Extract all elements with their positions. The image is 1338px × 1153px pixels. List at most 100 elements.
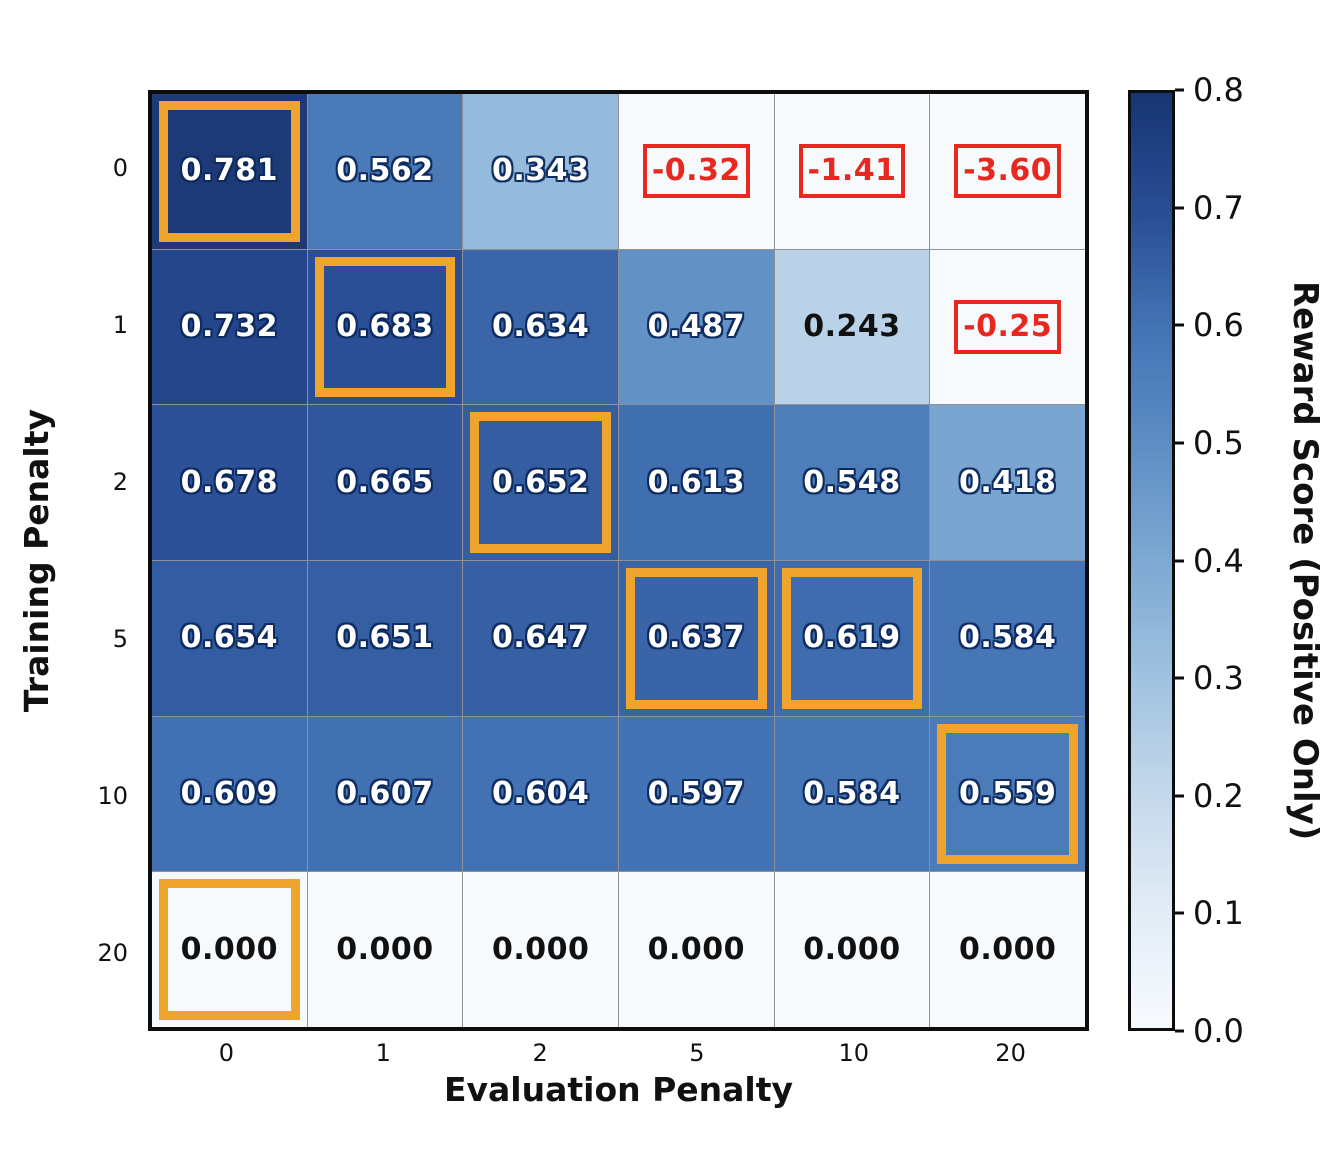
x-tick-label-5: 5 bbox=[689, 1039, 705, 1067]
colorbar-tickmark bbox=[1175, 911, 1184, 915]
y-axis-ticks: 0 1 2 5 10 20 bbox=[0, 90, 142, 1031]
heatmap-cell-r2c0: 0.678 bbox=[152, 405, 307, 560]
heatmap-cell-r5c5: 0.000 bbox=[930, 872, 1085, 1027]
cell-value: 0.619 bbox=[803, 620, 901, 656]
cell-value: 0.652 bbox=[491, 464, 590, 500]
colorbar-tick-label-0.4: 0.4 bbox=[1193, 541, 1244, 580]
cell-value: 0.487 bbox=[647, 308, 746, 344]
cell-value: 0.609 bbox=[180, 775, 279, 811]
y-tick-label-1: 1 bbox=[112, 311, 128, 340]
heatmap-cell-r3c0: 0.654 bbox=[152, 561, 307, 716]
heatmap-cell-r1c0: 0.732 bbox=[152, 249, 307, 405]
heatmap-cell-r0c1: 0.562 bbox=[307, 94, 463, 249]
y-tick-label-5: 5 bbox=[112, 624, 128, 653]
heatmap-cell-r5c4: 0.000 bbox=[774, 872, 930, 1027]
cell-value: 0.584 bbox=[958, 620, 1057, 656]
heatmap-cell-r1c4: 0.243 bbox=[774, 249, 930, 405]
colorbar-tickmark bbox=[1175, 676, 1184, 680]
colorbar-label-text: Reward Score (Positive Only) bbox=[1285, 280, 1325, 841]
colorbar-tick-label-0.2: 0.2 bbox=[1193, 776, 1244, 815]
cell-value: 0.683 bbox=[336, 308, 434, 344]
cell-value: 0.732 bbox=[180, 308, 279, 344]
cell-value: 0.000 bbox=[180, 931, 279, 967]
cell-value: 0.597 bbox=[647, 775, 746, 811]
colorbar-tickmark bbox=[1175, 88, 1184, 92]
heatmap-cell-r0c5: -3.60 bbox=[930, 94, 1085, 249]
cell-value: -0.32 bbox=[651, 153, 741, 189]
heatmap-cell-r4c2: 0.604 bbox=[463, 716, 618, 872]
heatmap-cell-r1c5: -0.25 bbox=[930, 249, 1085, 405]
colorbar-tickmark bbox=[1175, 323, 1184, 327]
y-tick-label-2: 2 bbox=[112, 468, 128, 497]
heatmap-cell-r4c4: 0.584 bbox=[774, 716, 930, 872]
colorbar-tickmark bbox=[1175, 559, 1184, 562]
colorbar-tickmark bbox=[1175, 441, 1184, 445]
x-tick-label-20: 20 bbox=[995, 1039, 1026, 1067]
colorbar-tick-label-0.0: 0.0 bbox=[1193, 1012, 1244, 1050]
cell-value: 0.613 bbox=[647, 464, 746, 500]
cell-value: 0.651 bbox=[336, 620, 434, 656]
y-axis-label: Training Penalty bbox=[0, 90, 72, 1031]
heatmap-cell-r5c2: 0.000 bbox=[463, 872, 618, 1027]
x-tick-label-1: 1 bbox=[375, 1039, 391, 1067]
cell-value: 0.000 bbox=[336, 931, 434, 967]
colorbar-tickmark bbox=[1175, 206, 1184, 210]
cell-value: 0.654 bbox=[180, 620, 279, 656]
cell-value: -1.41 bbox=[807, 153, 897, 189]
heatmap-cell-r2c3: 0.613 bbox=[619, 405, 774, 560]
cell-value: 0.243 bbox=[803, 308, 901, 344]
cell-value: 0.418 bbox=[958, 464, 1057, 500]
x-tick-label-2: 2 bbox=[532, 1039, 548, 1067]
cell-value: 0.000 bbox=[491, 931, 590, 967]
colorbar-tickmark bbox=[1175, 794, 1184, 798]
heatmap-cell-r0c2: 0.343 bbox=[463, 94, 618, 249]
heatmap-cell-r3c1: 0.651 bbox=[307, 561, 463, 716]
x-axis-ticks: 0 1 2 5 10 20 bbox=[148, 1039, 1089, 1075]
heatmap-cell-r0c0: 0.781 bbox=[152, 94, 307, 249]
cell-value: -3.60 bbox=[963, 153, 1053, 189]
heatmap-cell-r5c0: 0.000 bbox=[152, 872, 307, 1027]
negative-value-outline: -0.32 bbox=[642, 144, 750, 199]
cell-value: 0.634 bbox=[491, 308, 590, 344]
heatmap-cell-r3c5: 0.584 bbox=[930, 561, 1085, 716]
y-tick-label-20: 20 bbox=[97, 938, 128, 967]
y-tick-label-10: 10 bbox=[97, 781, 128, 810]
heatmap-cell-r0c3: -0.32 bbox=[619, 94, 774, 249]
x-tick-label-10: 10 bbox=[838, 1039, 870, 1067]
cell-value: -0.25 bbox=[963, 308, 1053, 344]
colorbar-gradient bbox=[1128, 90, 1175, 1031]
colorbar-tickmark bbox=[1175, 1029, 1184, 1033]
colorbar-ticks: 0.8 0.7 0.6 0.5 0.4 0.3 0.2 0.1 0.0 bbox=[1175, 71, 1325, 1050]
cell-value: 0.548 bbox=[803, 464, 901, 500]
heatmap-cell-r1c1: 0.683 bbox=[307, 249, 463, 405]
heatmap-cell-r3c2: 0.647 bbox=[463, 561, 618, 716]
heatmap-grid: 0.781 0.562 0.343 -0.32 -1.41 -3.60 0.732 0.683… bbox=[148, 90, 1089, 1031]
cell-value: 0.559 bbox=[958, 775, 1057, 811]
heatmap-cell-r0c4: -1.41 bbox=[774, 94, 930, 249]
heatmap-cell-r3c4: 0.619 bbox=[774, 561, 930, 716]
x-axis-label: Evaluation Penalty bbox=[443, 1070, 794, 1109]
heatmap-cell-r5c1: 0.000 bbox=[307, 872, 463, 1027]
colorbar-tick-label-0.5: 0.5 bbox=[1193, 423, 1244, 462]
cell-value: 0.781 bbox=[180, 153, 279, 189]
cell-value: 0.000 bbox=[803, 931, 901, 967]
heatmap-cell-r4c0: 0.609 bbox=[152, 716, 307, 872]
heatmap-cell-r2c5: 0.418 bbox=[930, 405, 1085, 560]
colorbar-tick-label-0.1: 0.1 bbox=[1193, 894, 1244, 933]
heatmap-cell-r2c4: 0.548 bbox=[774, 405, 930, 560]
colorbar-tick-label-0.7: 0.7 bbox=[1193, 188, 1244, 227]
heatmap-cell-r4c5: 0.559 bbox=[930, 716, 1085, 872]
colorbar-tick-label-0.8: 0.8 bbox=[1193, 71, 1244, 109]
y-tick-label-0: 0 bbox=[112, 154, 128, 183]
heatmap-cell-r4c1: 0.607 bbox=[307, 716, 463, 872]
cell-value: 0.637 bbox=[647, 620, 746, 656]
heatmap-cell-r1c2: 0.634 bbox=[463, 249, 618, 405]
cell-value: 0.607 bbox=[336, 775, 434, 811]
colorbar-label: Reward Score (Positive Only) bbox=[1272, 90, 1338, 1031]
cell-value: 0.000 bbox=[647, 931, 746, 967]
cell-value: 0.604 bbox=[491, 775, 590, 811]
negative-value-outline: -3.60 bbox=[954, 144, 1062, 199]
negative-value-outline: -1.41 bbox=[798, 144, 906, 199]
x-tick-label-0: 0 bbox=[218, 1039, 235, 1067]
